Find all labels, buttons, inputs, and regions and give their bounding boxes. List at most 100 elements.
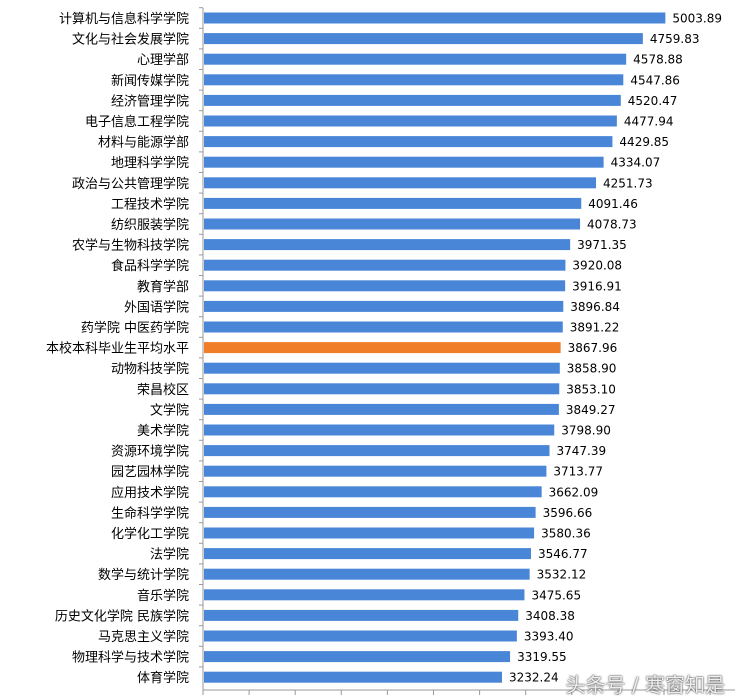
- value-label: 3596.66: [543, 506, 593, 520]
- category-label: 资源环境学院: [111, 444, 189, 460]
- bar: [204, 568, 530, 580]
- value-label: 4547.86: [630, 73, 680, 87]
- bar: [204, 383, 560, 395]
- value-label: 3580.36: [541, 527, 591, 541]
- value-label: 3896.84: [570, 300, 620, 314]
- bar: [204, 115, 617, 127]
- value-label: 5003.89: [672, 12, 722, 26]
- category-label: 电子信息工程学院: [85, 114, 189, 130]
- bar: [204, 321, 563, 333]
- value-label: 3920.08: [572, 259, 622, 273]
- bar: [204, 156, 604, 168]
- value-label: 4078.73: [587, 218, 637, 232]
- category-label: 文学院: [150, 402, 189, 418]
- value-label: 3853.10: [566, 382, 616, 396]
- bar: [204, 506, 536, 518]
- bar: [204, 486, 542, 498]
- watermark: 头条号 / 寒窗知是: [565, 673, 725, 697]
- category-label: 本校本科毕业生平均水平: [46, 341, 189, 357]
- bar: [204, 589, 525, 601]
- bar: [204, 218, 581, 230]
- category-label: 历史文化学院 民族学院: [55, 608, 189, 624]
- category-label: 农学与生物科技学院: [72, 238, 189, 254]
- bar: [204, 424, 555, 436]
- category-label: 文化与社会发展学院: [72, 32, 189, 48]
- bar: [204, 342, 561, 354]
- value-label: 3971.35: [577, 238, 627, 252]
- value-label: 3747.39: [557, 444, 607, 458]
- value-label: 3798.90: [561, 424, 611, 438]
- category-label: 食品科学学院: [111, 258, 189, 274]
- bar: [204, 548, 532, 560]
- value-label: 3393.40: [524, 630, 574, 644]
- bar: [204, 197, 582, 209]
- category-label: 工程技术学院: [111, 196, 189, 212]
- category-label: 园艺园林学院: [111, 464, 189, 480]
- category-label: 数学与统计学院: [98, 567, 189, 583]
- category-label: 物理科学与技术学院: [72, 650, 189, 666]
- value-label: 3858.90: [567, 362, 617, 376]
- bar: [204, 239, 571, 251]
- category-label: 生命科学学院: [111, 505, 189, 521]
- bar: [204, 300, 564, 312]
- bar: [204, 12, 666, 24]
- bar: [204, 671, 503, 683]
- value-label: 4759.83: [650, 32, 700, 46]
- category-label: 地理科学学院: [111, 155, 189, 171]
- value-label: 3532.12: [537, 568, 587, 582]
- bar: [204, 609, 519, 621]
- value-label: 3408.38: [525, 609, 575, 623]
- category-label: 马克思主义学院: [98, 629, 189, 645]
- bar: [204, 651, 511, 663]
- value-label: 4251.73: [603, 176, 653, 190]
- bar: [204, 630, 517, 642]
- category-label: 药学院 中医药学院: [81, 320, 189, 336]
- category-label: 美术学院: [137, 423, 189, 439]
- bar: [204, 33, 643, 45]
- category-label: 动物科技学院: [111, 361, 189, 377]
- value-label: 3867.96: [568, 341, 618, 355]
- value-label: 3232.24: [509, 671, 559, 685]
- bar: [204, 280, 566, 292]
- category-label: 应用技术学院: [111, 485, 189, 501]
- value-label: 3916.91: [572, 279, 622, 293]
- bar: [204, 445, 550, 457]
- category-label: 材料与能源学部: [98, 135, 189, 151]
- value-label: 3546.77: [538, 547, 588, 561]
- category-label: 心理学部: [137, 52, 189, 68]
- category-label: 荣昌校区: [137, 382, 189, 398]
- bar: [204, 259, 566, 271]
- value-label: 3662.09: [549, 485, 599, 499]
- bar: [204, 465, 547, 477]
- category-label: 化学化工学院: [111, 526, 189, 542]
- value-label: 3891.22: [570, 321, 620, 335]
- category-label: 音乐学院: [137, 588, 189, 604]
- value-label: 3319.55: [517, 650, 567, 664]
- category-label: 外国语学院: [124, 299, 189, 315]
- bar: [204, 403, 559, 415]
- bar: [204, 53, 627, 65]
- value-label: 4578.88: [633, 53, 683, 67]
- value-label: 4520.47: [628, 94, 678, 108]
- bar: [204, 94, 621, 106]
- category-label: 纺织服装学院: [111, 217, 189, 233]
- category-label: 体育学院: [137, 670, 189, 686]
- category-label: 计算机与信息科学学院: [59, 11, 189, 27]
- bar: [204, 74, 624, 86]
- category-label: 教育学部: [137, 279, 189, 295]
- category-label: 法学院: [150, 547, 189, 563]
- value-label: 3475.65: [531, 588, 581, 602]
- bar: [204, 362, 560, 374]
- category-label: 经济管理学院: [111, 93, 189, 109]
- category-label: 新闻传媒学院: [111, 73, 189, 89]
- value-label: 3849.27: [566, 403, 616, 417]
- bar: [204, 177, 597, 189]
- value-label: 4334.07: [611, 156, 661, 170]
- value-label: 4091.46: [588, 197, 638, 211]
- value-label: 4429.85: [619, 135, 669, 149]
- value-label: 3713.77: [553, 465, 603, 479]
- value-label: 4477.94: [624, 115, 674, 129]
- bar: [204, 527, 535, 539]
- category-label: 政治与公共管理学院: [72, 176, 189, 192]
